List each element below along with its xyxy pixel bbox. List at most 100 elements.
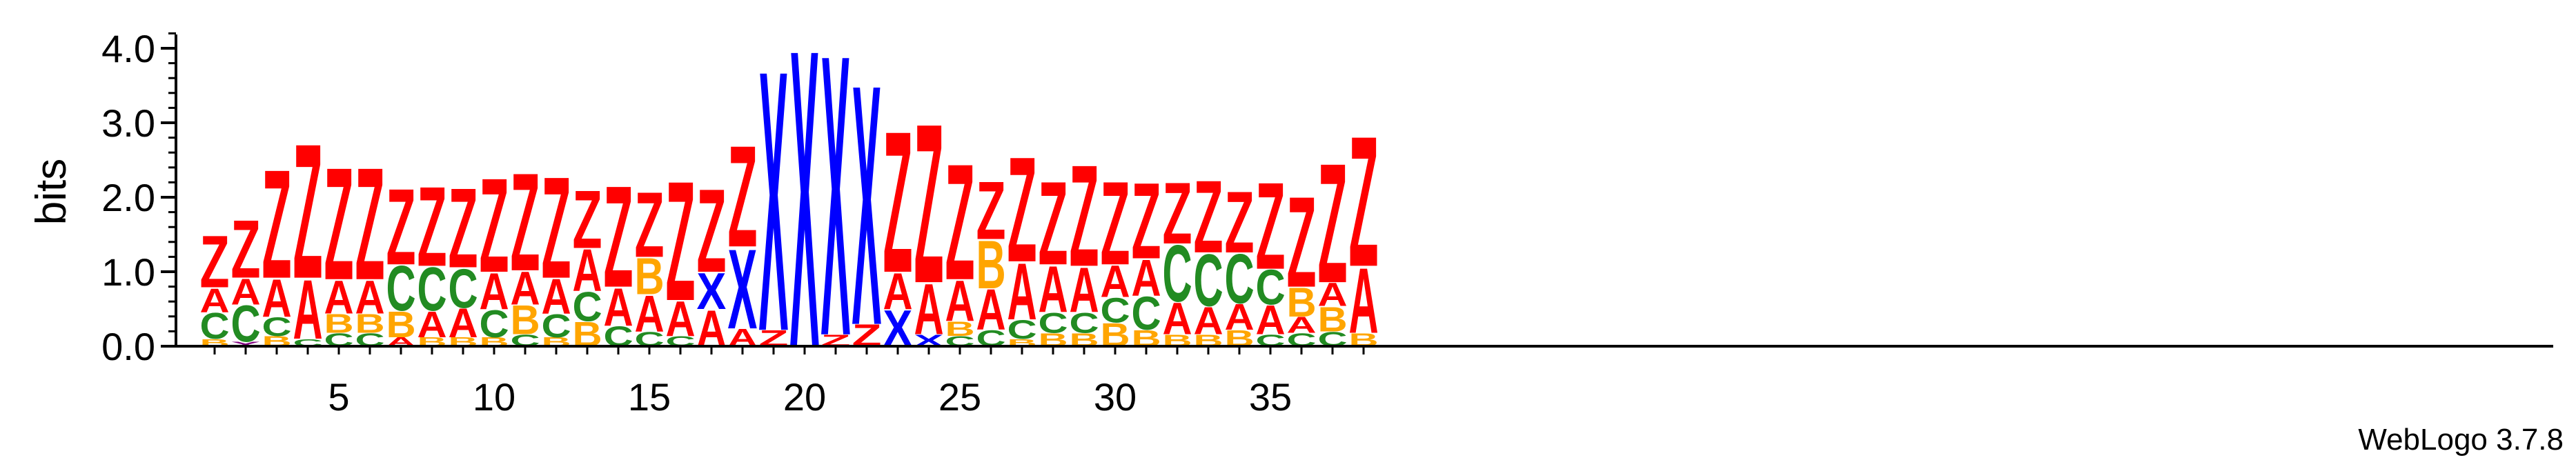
logo-letter-a: A <box>1039 252 1068 326</box>
logo-letter-z: Z <box>1256 156 1286 294</box>
y-tick-label: 1.0 <box>101 250 155 294</box>
logo-letter-a: A <box>1287 312 1317 338</box>
x-tick-label: 20 <box>783 375 826 419</box>
logo-letter-z: Z <box>231 203 261 295</box>
logo-letter-z: Z <box>200 221 230 304</box>
logo-letter-z: Z <box>1225 173 1255 271</box>
logo-letter-c: C <box>542 308 571 345</box>
logo-letter-a: A <box>1256 297 1286 343</box>
logo-letter-z: Z <box>697 164 727 297</box>
logo-letter-c: C <box>1194 239 1223 322</box>
logo-letter-b: B <box>386 304 416 346</box>
logo-letter-x: X <box>852 14 882 397</box>
logo-letter-z: Z <box>1349 97 1379 305</box>
logo-letter-z: Z <box>945 130 975 314</box>
logo-letter-b: B <box>976 227 1006 303</box>
logo-letter-c: C <box>480 302 509 346</box>
logo-letter-a: A <box>1318 277 1348 313</box>
logo-letter-z: Z <box>511 145 540 301</box>
logo-letter-z: Z <box>666 146 696 337</box>
logo-letter-a: A <box>1132 250 1161 307</box>
logo-letter-z: Z <box>417 163 447 290</box>
logo-letter-z: Z <box>1039 157 1068 289</box>
logo-letter-a: A <box>1349 250 1379 353</box>
logo-letter-z: Z <box>1194 159 1223 274</box>
logo-letter-x: X <box>728 226 758 353</box>
y-tick-label: 0.0 <box>101 325 155 368</box>
logo-letter-a: A <box>883 263 913 321</box>
logo-letter-z: Z <box>542 148 571 310</box>
logo-letter-b: B <box>945 317 975 341</box>
logo-letter-c: C <box>1132 287 1161 340</box>
logo-letter-a: A <box>324 270 354 323</box>
logo-letter-z: Z <box>728 116 758 278</box>
logo-letter-a: A <box>1194 299 1223 343</box>
y-tick-label: 4.0 <box>101 27 155 70</box>
logo-letter-z: Z <box>293 105 323 319</box>
y-tick-label: 2.0 <box>101 176 155 219</box>
logo-letter-a: A <box>293 263 323 357</box>
logo-letter-c: C <box>1225 239 1255 319</box>
logo-letter-z: Z <box>1101 157 1130 289</box>
logo-letter-b: B <box>324 308 354 339</box>
logo-letter-z: Z <box>1132 161 1161 282</box>
logo-letter-z: Z <box>883 90 913 315</box>
logo-letter-a: A <box>573 237 602 304</box>
logo-letter-c: C <box>1070 306 1099 339</box>
logo-letter-a: A <box>635 286 665 343</box>
logo-letter-x: X <box>759 0 789 409</box>
logo-letter-b: B <box>1287 279 1317 326</box>
x-tick-label: 35 <box>1249 375 1292 419</box>
logo-letter-z: Z <box>976 164 1006 257</box>
logo-letter-a: A <box>417 304 447 346</box>
logo-letter-z: Z <box>914 76 944 330</box>
logo-letter-c: C <box>1101 291 1130 330</box>
logo-letter-z: Z <box>355 134 385 314</box>
logo-letter-a: A <box>666 292 696 348</box>
logo-letter-a: A <box>480 263 509 321</box>
logo-letter-a: A <box>355 270 385 323</box>
logo-letter-a: A <box>1225 297 1255 339</box>
logo-letter-c: C <box>417 255 447 324</box>
y-axis-label: bits <box>28 159 75 225</box>
logo-letter-x: X <box>790 0 820 437</box>
logo-letter-a: A <box>1163 294 1192 344</box>
logo-letter-a: A <box>1007 246 1037 337</box>
logo-letter-c: C <box>386 252 416 325</box>
logo-letter-z: Z <box>324 134 354 314</box>
x-tick-label: 25 <box>938 375 981 419</box>
logo-letter-c: C <box>1256 260 1286 316</box>
logo-letter-z: Z <box>480 150 509 301</box>
logo-letter-a: A <box>511 262 540 315</box>
logo-letter-a: A <box>449 300 478 346</box>
logo-letter-z: Z <box>604 157 633 319</box>
y-tick-label: 3.0 <box>101 101 155 145</box>
logo-letter-b: B <box>511 297 540 343</box>
logo-letter-c: C <box>1163 228 1192 319</box>
logo-letter-a: A <box>1101 257 1130 307</box>
logo-letter-b: B <box>1318 299 1348 339</box>
logo-letter-a: A <box>976 278 1006 342</box>
x-tick-label: 15 <box>628 375 671 419</box>
weblogo-credit: WebLogo 3.7.8 <box>2358 423 2564 457</box>
x-axis: 5 10 15 20 25 30 35 <box>176 345 2553 419</box>
logo-letter-z: Z <box>1007 127 1037 294</box>
logo-letter-x: X <box>821 0 851 419</box>
logo-letter-a: A <box>262 268 292 328</box>
logo-letter-a: A <box>1070 254 1099 326</box>
logo-letter-c: C <box>1039 306 1068 339</box>
logo-letter-a: A <box>231 271 261 313</box>
logo-letter-stacks: BCAZYCAZBCAZCAZCBAZCBAZABCZBACZBACZBCAZC… <box>200 0 1379 437</box>
logo-letter-a: A <box>542 269 571 325</box>
logo-letter-z: Z <box>1163 164 1192 262</box>
logo-letter-c: C <box>231 296 261 353</box>
logo-letter-z: Z <box>262 138 292 311</box>
logo-letter-z: Z <box>386 166 416 288</box>
logo-letter-b: B <box>355 308 385 339</box>
logo-letter-c: C <box>200 306 230 348</box>
x-tick-label: 5 <box>328 375 349 419</box>
logo-letter-a: A <box>945 269 975 333</box>
logo-letter-a: A <box>604 277 633 337</box>
logo-letter-z: Z <box>449 164 478 292</box>
